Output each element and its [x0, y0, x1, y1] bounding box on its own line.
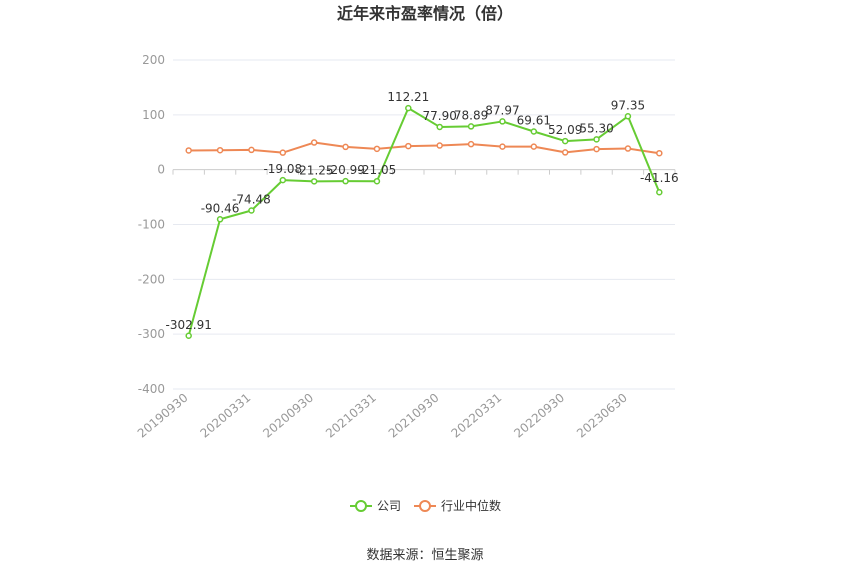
data-point[interactable] [561, 137, 569, 145]
series-layer [185, 104, 663, 340]
data-label: 87.97 [485, 103, 519, 117]
data-point[interactable] [248, 207, 255, 214]
data-label: -302.91 [166, 318, 212, 332]
data-label: -21.05 [358, 163, 397, 177]
series-company [185, 104, 663, 340]
x-tick-label: 20220331 [449, 391, 505, 441]
data-point[interactable] [185, 332, 192, 340]
chart-title: 近年来市盈率情况（倍） [337, 4, 513, 23]
x-tick-label: 20220930 [511, 391, 567, 441]
source-note: 数据来源：恒生聚源 [366, 548, 483, 563]
data-point[interactable] [561, 149, 569, 156]
data-point[interactable] [593, 136, 600, 143]
x-tick-label: 20200930 [260, 391, 316, 441]
y-tick-label: -300 [138, 327, 165, 341]
data-point[interactable] [248, 146, 255, 154]
x-tick-label: 20210331 [323, 391, 379, 441]
legend-marker [419, 500, 431, 512]
data-label: -74.48 [232, 193, 271, 207]
y-tick-label: -100 [138, 218, 165, 232]
x-tick-label: 20210930 [386, 391, 442, 441]
x-tick-label: 20190930 [135, 391, 191, 441]
data-point[interactable] [467, 123, 475, 130]
data-label: 55.30 [579, 121, 613, 135]
y-tick-label: 0 [157, 163, 165, 177]
data-point[interactable] [342, 177, 349, 185]
data-point[interactable] [436, 123, 443, 131]
series-line [187, 107, 661, 337]
legend[interactable]: 公司 行业中位数 [350, 498, 501, 513]
legend-item-company[interactable]: 公司 [350, 499, 401, 513]
legend-marker [355, 500, 367, 512]
data-label: -21.25 [295, 163, 334, 177]
data-point[interactable] [530, 143, 538, 150]
data-label: -41.16 [640, 171, 679, 185]
data-point[interactable] [499, 118, 506, 125]
legend-label: 公司 [377, 499, 401, 513]
data-point[interactable] [624, 113, 632, 120]
x-tick-label: 20200331 [198, 391, 254, 441]
data-label: 78.89 [454, 108, 488, 122]
data-point[interactable] [373, 145, 381, 153]
y-tick-label: 200 [142, 53, 165, 67]
data-point[interactable] [499, 143, 506, 150]
data-label: -90.46 [201, 201, 240, 215]
data-point[interactable] [467, 140, 475, 148]
data-point[interactable] [593, 145, 600, 153]
data-point[interactable] [310, 178, 318, 185]
data-point[interactable] [310, 139, 318, 146]
data-point[interactable] [185, 147, 192, 154]
data-label: 52.09 [548, 123, 582, 137]
data-point[interactable] [530, 128, 538, 135]
data-point[interactable] [216, 216, 224, 223]
data-label: 112.21 [387, 90, 429, 104]
data-point[interactable] [216, 146, 224, 154]
x-tick-label: 20230630 [574, 391, 630, 441]
data-label: -20.99 [326, 163, 365, 177]
data-point[interactable] [624, 145, 632, 152]
data-label: 77.90 [423, 109, 457, 123]
data-point[interactable] [656, 188, 663, 196]
data-point[interactable] [279, 176, 287, 184]
legend-label: 行业中位数 [441, 498, 501, 513]
legend-item-industry-median[interactable]: 行业中位数 [414, 498, 501, 513]
data-label: 69.61 [517, 113, 551, 127]
data-point[interactable] [405, 104, 412, 112]
series-line [188, 141, 660, 155]
data-point[interactable] [279, 149, 287, 156]
data-label: -19.08 [263, 162, 302, 176]
data-point[interactable] [405, 142, 412, 150]
data-point[interactable] [656, 149, 663, 157]
y-axis: 200 100 0 -100 -200 -300 -400 [138, 53, 165, 396]
series-industry-median [185, 139, 663, 157]
y-tick-label: 100 [142, 108, 165, 122]
y-tick-label: -400 [138, 382, 165, 396]
data-label: 97.35 [611, 98, 645, 112]
data-point[interactable] [373, 177, 381, 185]
y-tick-label: -200 [138, 272, 165, 286]
data-labels: -302.91 -90.46-74.48 -19.08-21.25-20.99-21… [166, 90, 679, 332]
data-point[interactable] [342, 143, 349, 151]
data-point[interactable] [436, 142, 443, 149]
